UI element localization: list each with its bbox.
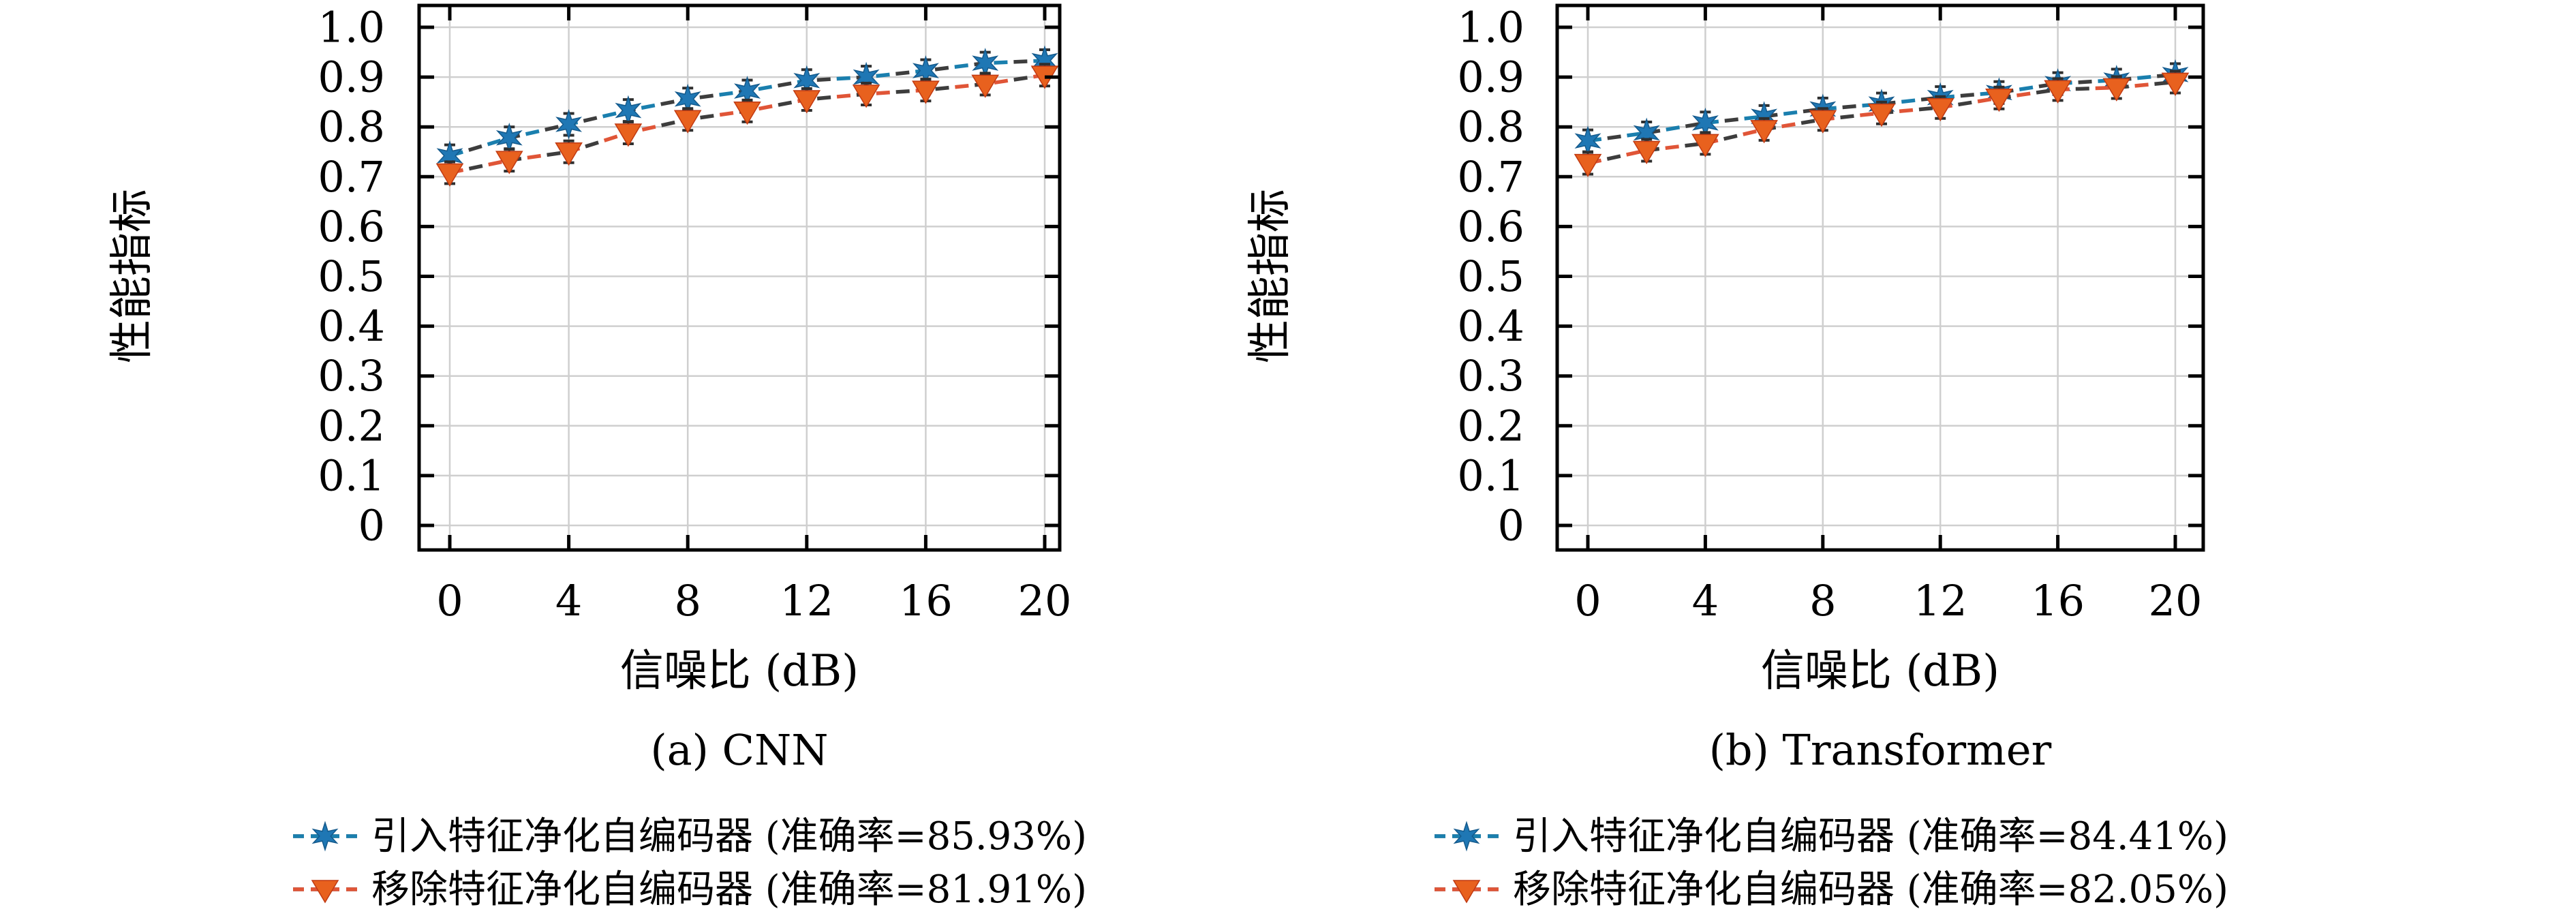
y-axis-title: 性能指标: [107, 189, 157, 363]
y-tick-label: 0.2: [318, 401, 385, 450]
marker-triangle-down: [1985, 89, 2013, 112]
marker-triangle-down: [1867, 103, 1896, 127]
x-tick-label: 12: [1914, 576, 1967, 626]
y-tick-label: 0.2: [1457, 401, 1524, 450]
marker-triangle-down: [2102, 78, 2131, 102]
x-tick-label: 16: [2031, 576, 2085, 626]
y-tick-label: 0.4: [1457, 301, 1524, 351]
marker-triangle-down: [852, 85, 880, 108]
x-tick-label: 16: [899, 576, 953, 626]
series-layer: [435, 45, 1059, 187]
x-tick-label: 4: [555, 576, 582, 626]
legend-label: 移除特征净化自编码器 (准确率=82.05%): [1513, 868, 2228, 912]
grid-layer: [1557, 5, 2203, 550]
marker-triangle-down: [673, 110, 702, 134]
marker-triangle-down: [1452, 880, 1481, 904]
legend: 引入特征净化自编码器 (准确率=85.93%) 移除特征净化自编码器 (准确率=…: [293, 814, 1087, 912]
marker-triangle-down: [2161, 72, 2190, 96]
legend-label: 引入特征净化自编码器 (准确率=84.41%): [1513, 814, 2228, 859]
y-tick-label: 0: [358, 501, 385, 551]
marker-triangle-down: [733, 102, 761, 125]
x-tick-label: 8: [674, 576, 701, 626]
marker-star: [1453, 821, 1480, 852]
y-tick-label: 0.6: [318, 202, 385, 251]
marker-triangle-down: [1632, 140, 1661, 165]
y-tick-label: 0.7: [1457, 152, 1524, 202]
marker-triangle-down: [311, 880, 339, 904]
x-axis-title: 信噪比 (dB): [620, 646, 859, 696]
marker-triangle-down: [495, 151, 523, 174]
marker-triangle-down: [1926, 97, 1954, 122]
series-layer: [1574, 59, 2190, 178]
y-axis-title: 性能指标: [1245, 189, 1295, 363]
x-tick-label: 20: [2149, 576, 2203, 626]
y-tick-label: 0.3: [318, 351, 385, 401]
y-tick-label: 0.9: [318, 52, 385, 102]
x-tick-label: 20: [1018, 576, 1072, 626]
legend-label: 引入特征净化自编码器 (准确率=85.93%): [371, 814, 1087, 859]
marker-triangle-down: [614, 123, 643, 147]
y-tick-label: 1.0: [1457, 3, 1524, 52]
marker-triangle-down: [793, 90, 821, 114]
y-tick-label: 0: [1498, 501, 1524, 551]
y-tick-label: 0.8: [318, 102, 385, 152]
y-tick-label: 0.3: [1457, 351, 1524, 401]
legend: 引入特征净化自编码器 (准确率=84.41%) 移除特征净化自编码器 (准确率=…: [1435, 814, 2228, 912]
legend-sample: [293, 821, 358, 852]
y-tick-label: 0.5: [1457, 251, 1524, 301]
x-tick-label: 8: [1809, 576, 1836, 626]
legend-item: 移除特征净化自编码器 (准确率=82.05%): [1435, 868, 2228, 912]
marker-triangle-down: [1809, 110, 1837, 134]
marker-triangle-down: [555, 142, 583, 166]
marker-triangle-down: [912, 80, 940, 104]
x-tick-label: 12: [780, 576, 833, 626]
y-tick-label: 0.9: [1457, 52, 1524, 102]
marker-triangle-down: [1750, 120, 1778, 144]
y-tick-label: 0.1: [1457, 450, 1524, 500]
chart-caption: (a) CNN: [651, 725, 829, 775]
y-tick-label: 0.4: [318, 301, 385, 351]
legend-sample: [1435, 880, 1499, 904]
legend-item: 引入特征净化自编码器 (准确率=84.41%): [1435, 814, 2228, 859]
chart-cnn: 0 4 8 12 16 2000.10.20.30.40.50.60.70.80.91.0…: [107, 3, 1087, 913]
marker-triangle-down: [435, 163, 464, 187]
legend-sample: [293, 880, 358, 904]
marker-triangle-down: [2044, 80, 2072, 104]
legend-item: 引入特征净化自编码器 (准确率=85.93%): [293, 814, 1087, 859]
marker-triangle-down: [971, 74, 1000, 98]
x-tick-label: 0: [1574, 576, 1601, 626]
y-tick-label: 0.7: [318, 152, 385, 202]
legend-item: 移除特征净化自编码器 (准确率=81.91%): [293, 868, 1087, 912]
y-tick-label: 1.0: [318, 3, 385, 52]
marker-star: [555, 109, 583, 140]
legend-sample: [1435, 821, 1499, 852]
marker-triangle-down: [1691, 134, 1719, 157]
x-axis-title: 信噪比 (dB): [1761, 646, 1999, 696]
x-tick-label: 4: [1692, 576, 1719, 626]
chart-transformer: 0 4 8 12 16 2000.10.20.30.40.50.60.70.80.91.0…: [1245, 3, 2228, 913]
marker-star: [311, 821, 339, 852]
marker-triangle-down: [1574, 153, 1602, 178]
x-tick-label: 0: [436, 576, 463, 626]
series-line-alt: [1587, 72, 2176, 143]
y-tick-label: 0.8: [1457, 102, 1524, 152]
chart-caption: (b) Transformer: [1709, 725, 2052, 775]
y-tick-label: 0.5: [318, 251, 385, 301]
legend-label: 移除特征净化自编码器 (准确率=81.91%): [371, 868, 1087, 912]
y-tick-label: 0.6: [1457, 202, 1524, 251]
y-tick-label: 0.1: [318, 450, 385, 500]
